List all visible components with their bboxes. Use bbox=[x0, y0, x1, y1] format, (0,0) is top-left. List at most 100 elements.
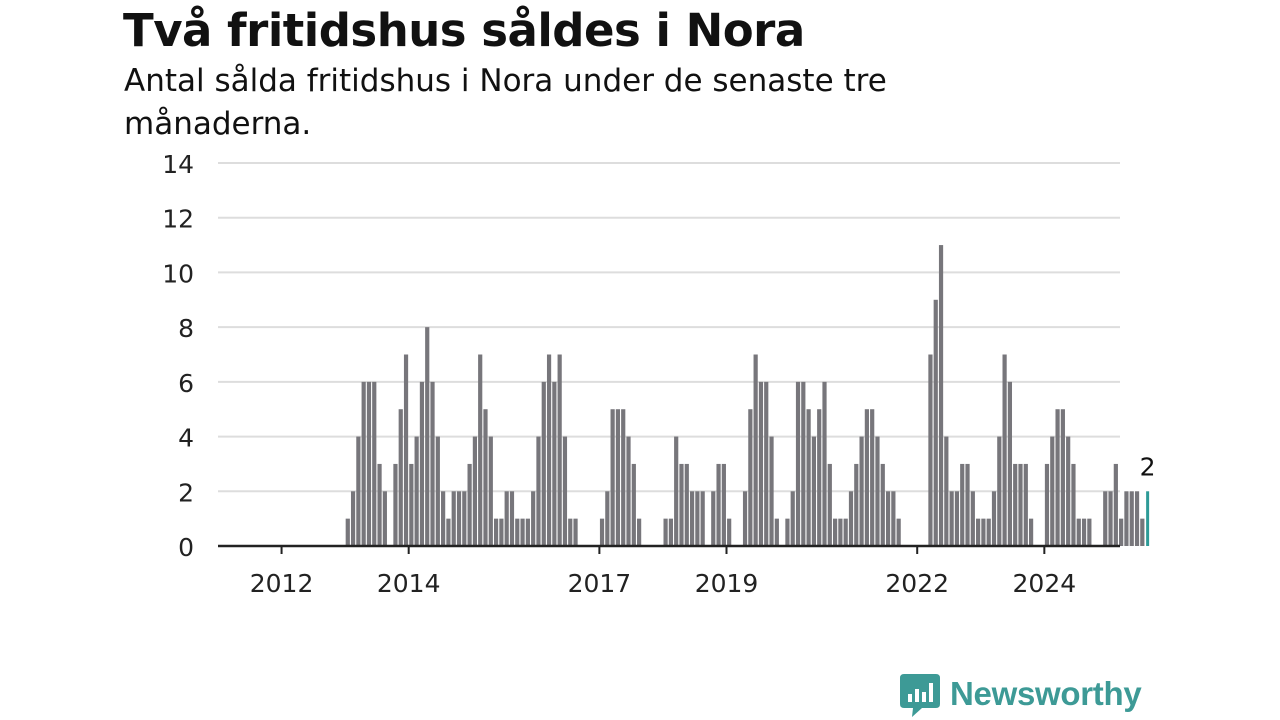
bar bbox=[350, 491, 356, 546]
bar bbox=[716, 463, 721, 546]
bar bbox=[769, 436, 774, 546]
bar bbox=[727, 518, 732, 546]
bar bbox=[700, 491, 705, 546]
bar bbox=[885, 491, 891, 546]
bar bbox=[1140, 518, 1145, 546]
bar bbox=[1103, 491, 1108, 546]
bar bbox=[817, 409, 822, 546]
bar bbox=[1002, 354, 1007, 546]
bar bbox=[1028, 518, 1034, 546]
labels: 0 2 4 6 8 10 12 14 2012 2014 2017 2019 2022 2024 2 bbox=[162, 150, 1155, 598]
bar bbox=[531, 491, 536, 546]
bar bbox=[785, 518, 790, 546]
bar bbox=[472, 436, 478, 546]
bar bbox=[721, 463, 726, 546]
y-tick-label: 0 bbox=[178, 533, 194, 562]
bar bbox=[361, 381, 366, 546]
bar bbox=[944, 436, 949, 546]
bar bbox=[403, 354, 409, 546]
bar bbox=[493, 518, 499, 546]
bar bbox=[742, 491, 748, 546]
bar bbox=[435, 436, 440, 546]
bars bbox=[345, 245, 1150, 547]
bar bbox=[790, 491, 795, 546]
bar bbox=[546, 354, 552, 546]
bar bbox=[928, 354, 933, 546]
bar bbox=[456, 491, 462, 546]
bar bbox=[1060, 409, 1065, 546]
bar bbox=[1113, 463, 1118, 546]
y-tick-label: 4 bbox=[178, 424, 194, 453]
bar bbox=[382, 491, 387, 546]
bar bbox=[695, 491, 700, 546]
bar bbox=[981, 518, 986, 546]
bar bbox=[610, 409, 615, 546]
chart-subtitle: Antal sålda fritidshus i Nora under de s… bbox=[124, 63, 887, 142]
bar bbox=[801, 381, 806, 546]
bar bbox=[552, 381, 557, 546]
bar bbox=[689, 491, 695, 546]
bar bbox=[467, 463, 472, 546]
bar bbox=[663, 518, 668, 546]
bar bbox=[1124, 491, 1129, 546]
bar bbox=[462, 491, 467, 546]
bar bbox=[499, 518, 504, 546]
bar bbox=[880, 463, 885, 546]
bar bbox=[626, 436, 631, 546]
bar bbox=[843, 518, 848, 546]
bar bbox=[827, 463, 832, 546]
bar bbox=[854, 463, 859, 546]
bar bbox=[536, 436, 541, 546]
bar bbox=[478, 354, 483, 546]
bar bbox=[377, 463, 382, 546]
gridlines bbox=[218, 162, 1120, 493]
chart-title: Två fritidshus såldes i Nora bbox=[123, 4, 805, 57]
y-tick-label: 14 bbox=[162, 150, 194, 179]
bar bbox=[541, 381, 546, 546]
bar bbox=[1129, 491, 1134, 546]
bar bbox=[483, 409, 488, 546]
bar bbox=[409, 463, 414, 546]
y-tick-label: 8 bbox=[178, 314, 194, 343]
x-tick-label: 2024 bbox=[1013, 569, 1077, 598]
bar bbox=[488, 436, 493, 546]
bar bbox=[970, 491, 975, 546]
bar bbox=[631, 463, 636, 546]
bar bbox=[965, 463, 970, 546]
bar bbox=[366, 381, 372, 546]
bar bbox=[674, 436, 679, 546]
bar bbox=[557, 354, 562, 546]
bar bbox=[372, 381, 377, 546]
bar bbox=[605, 491, 610, 546]
bar bbox=[1076, 518, 1081, 546]
bar bbox=[976, 518, 981, 546]
newsworthy-chart-icon bbox=[900, 674, 940, 717]
axes bbox=[218, 544, 1120, 554]
bar bbox=[806, 409, 811, 546]
bar bbox=[398, 409, 403, 546]
bar bbox=[515, 518, 520, 546]
bar bbox=[345, 518, 350, 546]
bar bbox=[356, 436, 361, 546]
bar bbox=[509, 491, 515, 546]
x-tick-label: 2012 bbox=[250, 569, 314, 598]
bar bbox=[991, 491, 997, 546]
bar bbox=[1119, 518, 1124, 546]
bar bbox=[520, 518, 525, 546]
bar bbox=[414, 436, 419, 546]
bar bbox=[1066, 436, 1071, 546]
bar bbox=[1134, 491, 1140, 546]
newsworthy-logo: Newsworthy bbox=[900, 670, 1142, 718]
bar bbox=[1055, 409, 1060, 546]
bar bbox=[774, 518, 779, 546]
bar bbox=[938, 245, 944, 547]
bar bbox=[679, 463, 684, 546]
highlight-value-label: 2 bbox=[1140, 452, 1156, 481]
bar bbox=[822, 381, 827, 546]
bar bbox=[1050, 436, 1055, 546]
bar bbox=[684, 463, 689, 546]
brand-name: Newsworthy bbox=[950, 675, 1142, 712]
bar bbox=[986, 518, 991, 546]
bar bbox=[891, 491, 896, 546]
bar bbox=[1108, 491, 1113, 546]
